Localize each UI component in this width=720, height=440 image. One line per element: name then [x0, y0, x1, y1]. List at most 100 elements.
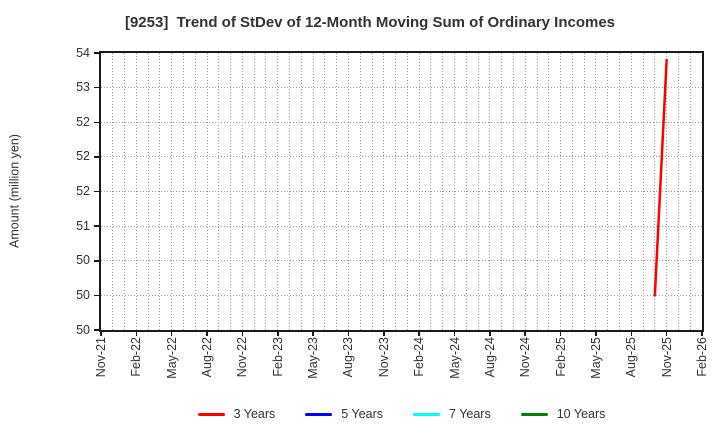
x-gridline: [501, 53, 503, 330]
x-gridline: [583, 53, 585, 330]
x-tick-label: Nov-23: [376, 337, 391, 378]
x-gridline: [430, 53, 432, 330]
legend-item-7-years: 7 Years: [413, 407, 491, 421]
y-tick: [94, 190, 99, 193]
legend-label: 5 Years: [341, 407, 384, 421]
x-tick: [170, 332, 173, 336]
x-tick: [418, 332, 420, 336]
x-gridline: [524, 53, 526, 330]
x-gridline: [418, 53, 420, 330]
x-gridline: [654, 53, 656, 330]
y-tick: [94, 225, 99, 227]
grid-layer: [101, 53, 702, 330]
legend-line-swatch: [197, 412, 225, 416]
x-tick: [595, 332, 597, 336]
x-tick-label: Nov-24: [518, 337, 533, 378]
y-tick-label: 50: [76, 253, 90, 268]
y-gridline: [101, 121, 702, 123]
x-gridline: [607, 53, 609, 330]
x-gridline: [630, 53, 632, 330]
x-gridline: [135, 53, 137, 330]
y-tick-label: 54: [76, 45, 90, 60]
y-axis-label: Amount (million yen): [7, 134, 22, 248]
x-tick-label: Nov-21: [94, 337, 108, 378]
x-tick: [312, 332, 314, 336]
x-gridline: [560, 53, 562, 330]
x-tick-label: Feb-25: [553, 337, 568, 377]
x-gridline: [265, 53, 267, 330]
x-gridline: [406, 53, 408, 330]
x-tick-label: Aug-25: [624, 337, 639, 378]
plot-area: [99, 51, 704, 332]
x-gridline: [512, 53, 514, 330]
x-gridline: [442, 53, 444, 330]
x-gridline: [477, 53, 479, 330]
y-tick: [94, 294, 99, 297]
x-tick-label: Aug-23: [341, 337, 356, 378]
x-gridline: [536, 53, 538, 330]
x-tick-label: May-23: [306, 337, 321, 379]
legend-label: 3 Years: [233, 407, 276, 421]
x-gridline: [182, 53, 184, 330]
x-tick: [524, 332, 526, 336]
x-gridline: [324, 53, 326, 330]
x-gridline: [289, 53, 291, 330]
x-gridline: [642, 53, 644, 330]
legend: 3 Years 5 Years 7 Years 10 Years: [99, 405, 704, 423]
x-tick-label: Nov-22: [235, 337, 250, 378]
x-tick: [630, 332, 633, 336]
y-tick: [94, 86, 99, 89]
y-tick-label: 52: [76, 184, 90, 198]
x-tick-label: Nov-25: [659, 337, 674, 378]
x-tick: [277, 332, 279, 336]
x-tick-label: Feb-22: [129, 337, 144, 377]
series-line-3-years: [653, 58, 668, 297]
legend-item-10-years: 10 Years: [520, 407, 606, 421]
x-tick: [559, 332, 562, 336]
x-gridline: [677, 53, 679, 330]
x-gridline: [230, 53, 232, 330]
x-gridline: [347, 53, 349, 330]
x-tick: [206, 332, 208, 336]
x-tick: [241, 332, 244, 336]
x-tick: [100, 332, 102, 336]
x-gridline: [300, 53, 302, 330]
x-gridline: [159, 53, 161, 330]
legend-item-5-years: 5 Years: [305, 407, 383, 421]
legend-label: 10 Years: [556, 407, 606, 421]
x-tick-label: May-25: [588, 337, 603, 379]
x-gridline: [206, 53, 208, 330]
x-gridline: [465, 53, 467, 330]
x-gridline: [253, 53, 255, 330]
x-gridline: [395, 53, 397, 330]
legend-label: 7 Years: [449, 407, 491, 421]
x-tick: [383, 332, 385, 336]
x-tick-label: May-22: [164, 337, 179, 379]
y-gridline: [101, 294, 702, 296]
y-tick-label: 51: [76, 218, 90, 233]
x-tick-label: Feb-26: [695, 337, 709, 377]
x-tick-label: Aug-22: [200, 337, 215, 378]
x-tick: [347, 332, 350, 336]
x-gridline: [383, 53, 385, 330]
y-gridline: [101, 156, 702, 158]
x-gridline: [571, 53, 573, 330]
legend-line-swatch: [413, 412, 441, 416]
y-tick: [94, 156, 99, 158]
x-gridline: [171, 53, 173, 330]
series-layer: [653, 58, 668, 297]
legend-line-swatch: [305, 412, 333, 416]
x-gridline: [194, 53, 196, 330]
legend-item-3-years: 3 Years: [197, 407, 276, 421]
y-gridline: [101, 260, 702, 262]
y-gridline: [101, 87, 702, 89]
y-tick-label: 52: [76, 149, 90, 164]
x-tick-label: Feb-23: [270, 337, 285, 377]
y-gridline: [101, 225, 702, 227]
x-gridline: [336, 53, 338, 330]
y-gridline: [101, 191, 702, 192]
x-gridline: [454, 53, 456, 330]
x-tick: [135, 332, 138, 336]
x-gridline: [371, 53, 373, 330]
